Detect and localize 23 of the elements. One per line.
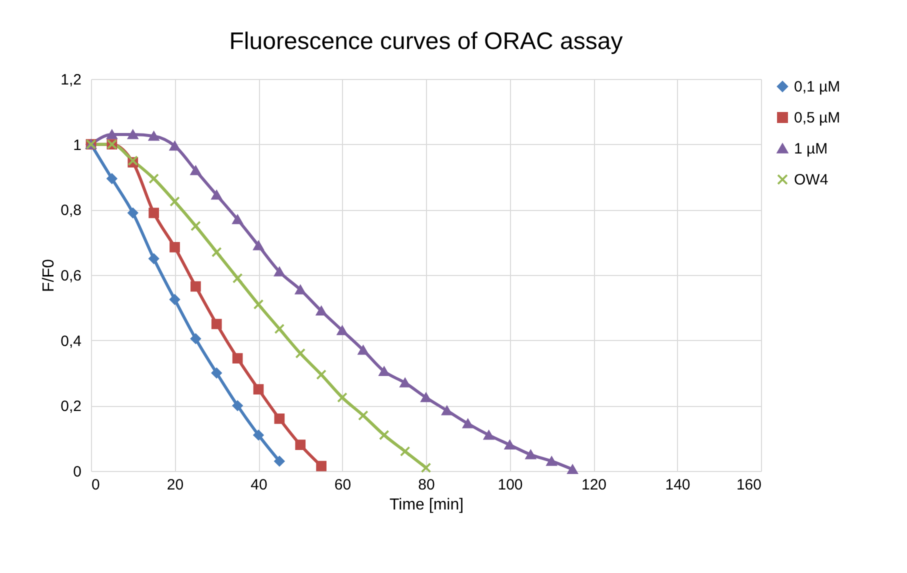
- legend-label: OW4: [794, 172, 828, 188]
- legend-label: 1 µM: [794, 140, 828, 158]
- x-tick-label: 100: [498, 476, 523, 494]
- x-tick-label: 40: [250, 476, 268, 494]
- y-tick-label: 0,6: [60, 268, 82, 284]
- x-tick-label: 140: [665, 476, 690, 494]
- y-tick-label: 0,2: [60, 398, 82, 416]
- x-tick-label: 120: [581, 476, 607, 494]
- x-tick-label: 80: [418, 476, 435, 494]
- legend-label: 0,1 µM: [794, 78, 840, 96]
- y-tick-label: 1,2: [60, 72, 82, 88]
- y-tick-label: 1: [73, 136, 82, 154]
- y-axis-title: F/F0: [40, 258, 58, 292]
- x-tick-label: 60: [334, 476, 352, 494]
- y-tick-label: 0,8: [60, 202, 82, 220]
- x-tick-label: 160: [736, 476, 762, 494]
- x-tick-label: 20: [166, 476, 184, 494]
- legend-label: 0,5 µM: [794, 110, 840, 126]
- x-axis-title: Time [min]: [389, 496, 464, 514]
- x-tick-label: 0: [92, 476, 100, 494]
- y-tick-label: 0: [73, 464, 82, 480]
- chart-title: Fluorescence curves of ORAC assay: [229, 28, 623, 55]
- y-tick-label: 0,4: [60, 332, 82, 350]
